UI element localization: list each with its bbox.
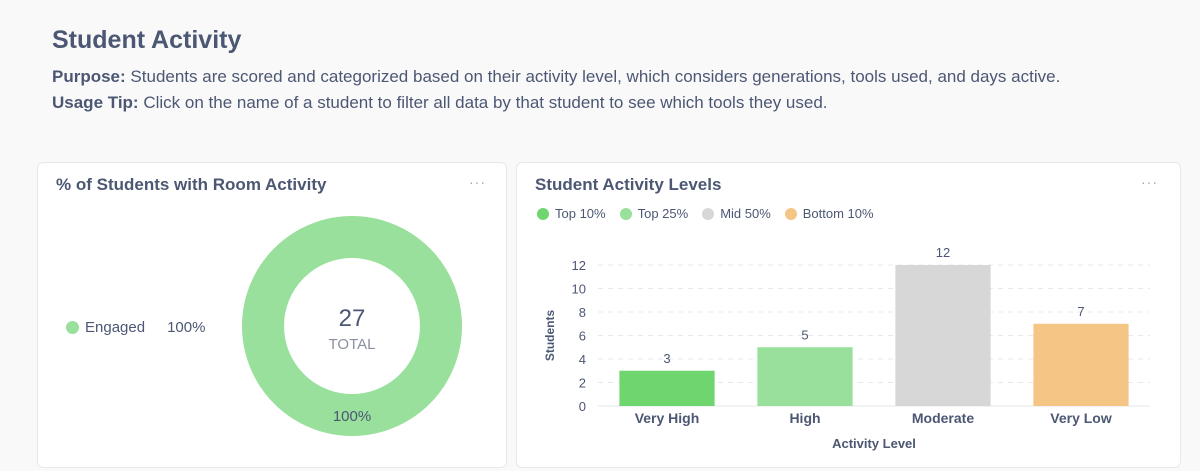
x-tick-label[interactable]: Very Low [1050,410,1112,426]
more-options-icon[interactable]: ··· [1141,174,1158,190]
legend-swatch [619,207,632,220]
usage-tip-text: Click on the name of a student to filter… [143,93,828,112]
legend-label: Engaged [85,319,146,336]
donut-slice-engaged[interactable] [242,216,462,436]
usage-tip-label: Usage Tip: [52,93,139,112]
y-axis-label: Students [543,310,557,362]
y-tick-label: 12 [572,258,586,273]
card-title: Student Activity Levels [535,175,722,194]
purpose-label: Purpose: [52,67,126,86]
x-tick-label[interactable]: Very High [635,410,700,426]
bar-value-label: 5 [801,327,808,342]
donut-total-label: TOTAL [329,336,376,353]
legend-swatch [537,207,549,220]
legend-swatch [784,207,797,220]
legend-label: Top 10% [555,206,606,221]
donut-total-value: 27 [339,305,366,332]
y-tick-label: 8 [579,305,586,320]
legend-item-0[interactable]: Top 10% [537,206,606,221]
usage-tip-line: Usage Tip: Click on the name of a studen… [52,90,1180,116]
x-tick-label[interactable]: Moderate [912,410,974,426]
x-tick-label[interactable]: High [789,410,820,426]
legend-swatch [66,321,79,334]
y-tick-label: 6 [579,329,586,344]
legend-item-2[interactable]: Mid 50% [702,206,771,221]
chart-legend: Top 10% Top 25% Mid 50% Bottom 10% [537,206,888,221]
bar-very-low[interactable] [1033,323,1129,406]
donut-slice-label: 100% [333,408,371,425]
purpose-line: Purpose: Students are scored and categor… [52,64,1180,90]
room-activity-card: % of Students with Room Activity ··· Eng… [37,162,507,468]
page-header: Student Activity Purpose: Students are s… [52,24,1180,116]
page-title: Student Activity [52,26,242,54]
bar-value-label: 7 [1077,304,1084,319]
x-axis-label: Activity Level [832,436,916,451]
legend-item-3[interactable]: Bottom 10% [784,206,874,221]
bar-very-high[interactable] [619,370,715,406]
card-title: % of Students with Room Activity [56,175,327,194]
donut-chart: 27 TOTAL 100% [242,216,462,436]
bar-value-label: 3 [663,351,670,366]
y-tick-label: 4 [579,352,586,367]
legend-swatch [702,207,715,220]
bar-moderate[interactable] [895,265,991,406]
y-tick-label: 2 [579,376,586,391]
y-tick-label: 0 [579,399,586,414]
y-tick-label: 10 [572,282,586,297]
activity-levels-card: Student Activity Levels ··· Top 10% Top 2… [516,162,1181,468]
legend-label: Mid 50% [720,206,771,221]
more-options-icon[interactable]: ··· [469,174,486,190]
legend-label: Bottom 10% [802,206,874,221]
purpose-text: Students are scored and categorized base… [130,67,1061,86]
legend-label: Top 25% [637,206,689,221]
bar-high[interactable] [757,347,853,406]
bar-chart: 0 2 4 6 8 10 12 Students 3 Very High 5 High 12 Modera… [543,245,1150,451]
legend-item-engaged[interactable]: Engaged 100% [66,319,205,336]
legend-item-1[interactable]: Top 25% [619,206,689,221]
legend-value: 100% [167,319,206,336]
bar-value-label: 12 [936,245,950,260]
